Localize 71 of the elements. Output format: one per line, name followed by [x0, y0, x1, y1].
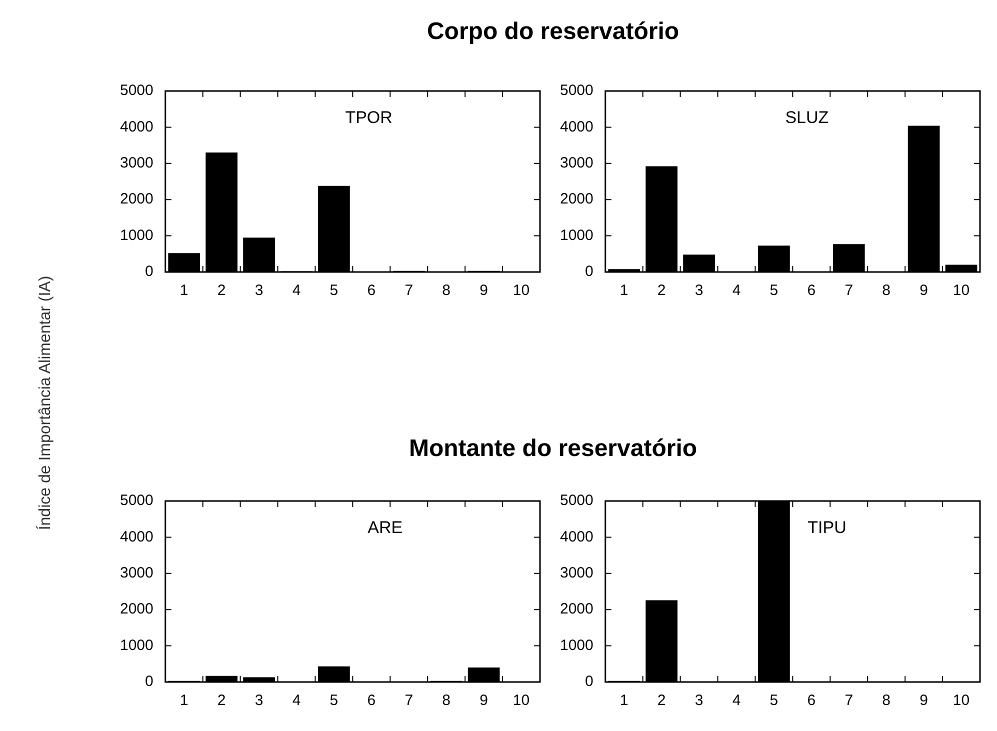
x-tick-label: 8 — [882, 282, 891, 300]
annotation: TPOR — [345, 108, 392, 127]
x-tick-label: 6 — [367, 282, 376, 300]
x-tick-label: 8 — [442, 282, 451, 300]
y-tick-label: 5000 — [560, 82, 594, 100]
x-tick-label: 10 — [512, 692, 530, 710]
x-tick-label: 7 — [404, 282, 414, 300]
x-tick-label: 4 — [292, 692, 301, 710]
x-tick-label: 10 — [952, 282, 970, 300]
y-tick-label: 3000 — [120, 564, 154, 582]
x-tick-label: 4 — [292, 282, 301, 300]
x-tick-label: 6 — [807, 692, 816, 710]
x-tick-label: 1 — [620, 282, 628, 300]
x-tick-label: 6 — [367, 692, 376, 710]
x-tick-label: 10 — [952, 692, 970, 710]
x-tick-label: 8 — [442, 692, 451, 710]
x-tick-label: 5 — [770, 692, 778, 710]
y-tick-label: 3000 — [120, 154, 154, 172]
x-tick-label: 7 — [404, 692, 414, 710]
y-tick-label: 2000 — [560, 600, 594, 618]
y-axis-title: Índice de Importância Alimentar (IA) — [37, 276, 55, 530]
y-tick-label: 0 — [145, 673, 154, 690]
x-tick-label: 7 — [844, 692, 854, 710]
y-tick-label: 0 — [145, 263, 154, 280]
x-tick-label: 1 — [180, 692, 188, 710]
x-tick-label: 1 — [620, 692, 628, 710]
y-tick-label: 0 — [585, 673, 594, 690]
x-tick-label: 5 — [330, 692, 338, 710]
y-tick-label: 5000 — [120, 82, 154, 100]
x-tick-label: 5 — [770, 282, 778, 300]
x-tick-label: 9 — [920, 692, 928, 710]
y-tick-label: 2000 — [120, 190, 154, 208]
x-tick-label: 1 — [180, 282, 188, 300]
x-tick-label: 4 — [732, 282, 741, 300]
y-tick-label: 4000 — [560, 118, 594, 136]
x-tick-label: 2 — [217, 282, 226, 300]
x-tick-label: 3 — [694, 692, 704, 710]
y-tick-label: 1000 — [560, 636, 594, 654]
annotation: SLUZ — [785, 108, 829, 127]
x-tick-label: 2 — [217, 692, 226, 710]
annotation: TIPU — [808, 518, 846, 537]
x-tick-label: 10 — [512, 282, 530, 300]
y-tick-label: 4000 — [120, 118, 154, 136]
x-tick-label: 9 — [920, 282, 928, 300]
y-tick-label: 1000 — [120, 226, 154, 244]
y-tick-label: 3000 — [560, 564, 594, 582]
chart-title: Montante do reservatório — [408, 435, 698, 463]
x-tick-label: 9 — [480, 692, 488, 710]
chart-title: Corpo do reservatório — [426, 18, 680, 46]
x-tick-label: 4 — [732, 692, 741, 710]
x-tick-label: 2 — [657, 692, 666, 710]
x-tick-label: 3 — [254, 692, 264, 710]
y-tick-label: 3000 — [560, 154, 594, 172]
x-tick-label: 7 — [844, 282, 854, 300]
y-tick-label: 2000 — [120, 600, 154, 618]
y-tick-label: 4000 — [560, 528, 594, 546]
y-tick-label: 4000 — [120, 528, 154, 546]
x-tick-label: 3 — [694, 282, 704, 300]
y-tick-label: 2000 — [560, 190, 594, 208]
x-tick-label: 3 — [254, 282, 264, 300]
annotation: ARE — [368, 518, 403, 537]
x-tick-label: 2 — [657, 282, 666, 300]
y-tick-label: 0 — [585, 263, 594, 280]
x-tick-label: 5 — [330, 282, 338, 300]
y-tick-label: 5000 — [560, 492, 594, 510]
y-tick-label: 5000 — [120, 492, 154, 510]
y-tick-label: 1000 — [560, 226, 594, 244]
y-tick-label: 1000 — [120, 636, 154, 654]
x-tick-label: 9 — [480, 282, 488, 300]
x-tick-label: 6 — [807, 282, 816, 300]
x-tick-label: 8 — [882, 692, 891, 710]
